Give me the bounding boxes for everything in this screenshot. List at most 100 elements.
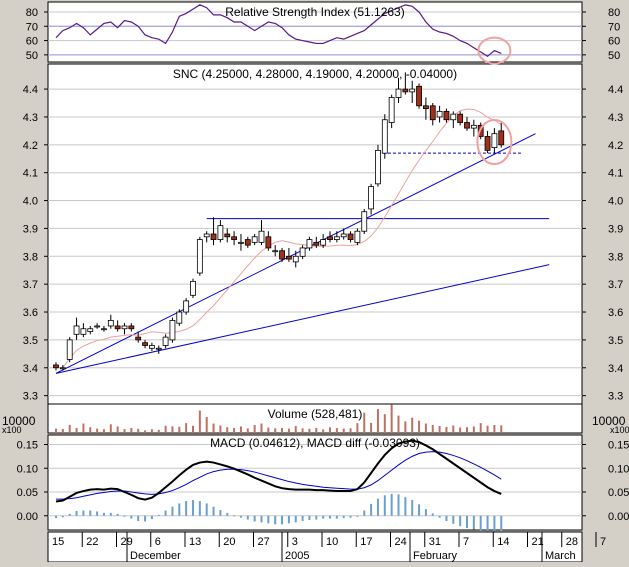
x-axis-month-label: February [413,550,458,562]
price-tick-label-right: 3.3 [608,391,623,403]
macd-diff-bar [205,503,208,516]
volume-multiplier-left: x100 [2,425,22,435]
price-highlight-circle [476,119,513,166]
x-axis-day-label: 14 [497,536,509,548]
price-tick-label-right: 3.5 [608,335,623,347]
candle-body [148,345,155,349]
volume-bar [123,429,126,433]
candle-body [87,328,94,332]
x-axis-month-label: March [545,550,576,562]
macd-diff-bar [431,513,434,516]
macd-diff-bar [123,515,126,517]
candle-body [66,339,73,360]
price-title: SNC (4.25000, 4.28000, 4.19000, 4.20000,… [173,67,457,81]
x-axis-day-label: 15 [52,536,64,548]
macd-diff-bar [157,514,160,516]
volume-bar [397,415,400,433]
volume-bar [219,425,222,433]
x-axis-day-label: 31 [429,536,441,548]
candle-body [464,122,470,129]
candle-body [354,230,361,243]
candle-body [422,105,429,109]
volume-bar [274,428,277,433]
macd-diff-bar [75,511,78,516]
macd-diff-bar [452,515,455,524]
macd-diff-bar [281,515,284,525]
volume-bar [267,427,270,433]
volume-bar [438,426,441,433]
x-axis-day-label: 24 [395,536,407,548]
volume-bar [116,426,119,433]
macd-diff-bar [130,515,133,519]
volume-bar [246,428,249,433]
volume-bar [452,425,455,433]
x-axis-day-label: 20 [223,536,235,548]
volume-bar [500,425,503,433]
macd-diff-bar [233,515,236,517]
candle-body [251,236,258,243]
price-tick-label-right: 3.9 [608,223,623,235]
volume-bar [226,427,229,433]
candle-body [484,136,491,151]
macd-diff-bar [150,515,153,520]
macd-diff-bar [418,504,421,516]
volume-bar [239,426,242,433]
candle-body [498,130,505,146]
candle-body [443,110,450,121]
x-axis-month-label: December [130,550,181,562]
macd-diff-bar [116,513,119,516]
macd-tick-label-left: 0.10 [17,463,38,475]
candle-body [340,233,347,238]
volume-tick-right: 10000 [592,414,626,428]
macd-diff-bar [192,500,194,516]
volume-bar [68,424,71,433]
candle-body [224,233,231,238]
volume-bar [212,423,215,433]
candle-body [128,325,135,330]
volume-bar [281,427,284,433]
rsi-tick-label-left: 80 [26,7,38,19]
volume-bar [390,404,393,433]
volume-bar [185,423,188,433]
candle-body [135,336,142,341]
macd-tick-label-right: 0.15 [608,440,629,452]
x-axis-day-label: 27 [258,536,270,548]
price-tick-label-right: 3.8 [608,251,623,263]
macd-diff-bar [411,500,414,516]
volume-bar [356,423,359,433]
price-tick-label-left: 3.5 [23,335,38,347]
price-tick-label-left: 4.2 [23,140,38,152]
candle-body [169,319,176,341]
rsi-tick-label-left: 60 [26,36,38,48]
macd-diff-bar [479,515,482,531]
macd-diff-bar [363,510,366,516]
rsi-tick-label-right: 70 [608,21,620,33]
candle-body [292,255,299,263]
candle-body [491,133,498,149]
price-tick-label-left: 4.1 [23,168,38,180]
macd-diff-bar [137,515,140,521]
macd-diff-bar [335,515,338,519]
volume-bar [75,427,78,433]
candle-body [327,236,333,240]
candle-body [203,233,210,238]
price-tick-label-left: 4.3 [23,112,38,124]
volume-bar [472,426,475,433]
macd-diff-bar [61,515,64,518]
candle-body [59,367,66,370]
candle-body [416,85,422,107]
vol-panel [47,403,583,434]
macd-diff-bar [472,515,475,530]
macd-diff-bar [246,515,249,520]
volume-bar [205,417,208,433]
volume-multiplier-right: x100 [610,425,629,435]
candle-body [320,239,327,246]
candle-body [409,88,416,93]
macd-diff-bar [486,515,489,532]
candle-body [114,325,121,330]
macd-diff-bar [500,515,503,531]
candle-body [333,236,340,240]
rsi-tick-label-right: 60 [608,36,620,48]
macd-tick-label-left: 0.05 [17,487,38,499]
volume-bar [376,409,379,433]
